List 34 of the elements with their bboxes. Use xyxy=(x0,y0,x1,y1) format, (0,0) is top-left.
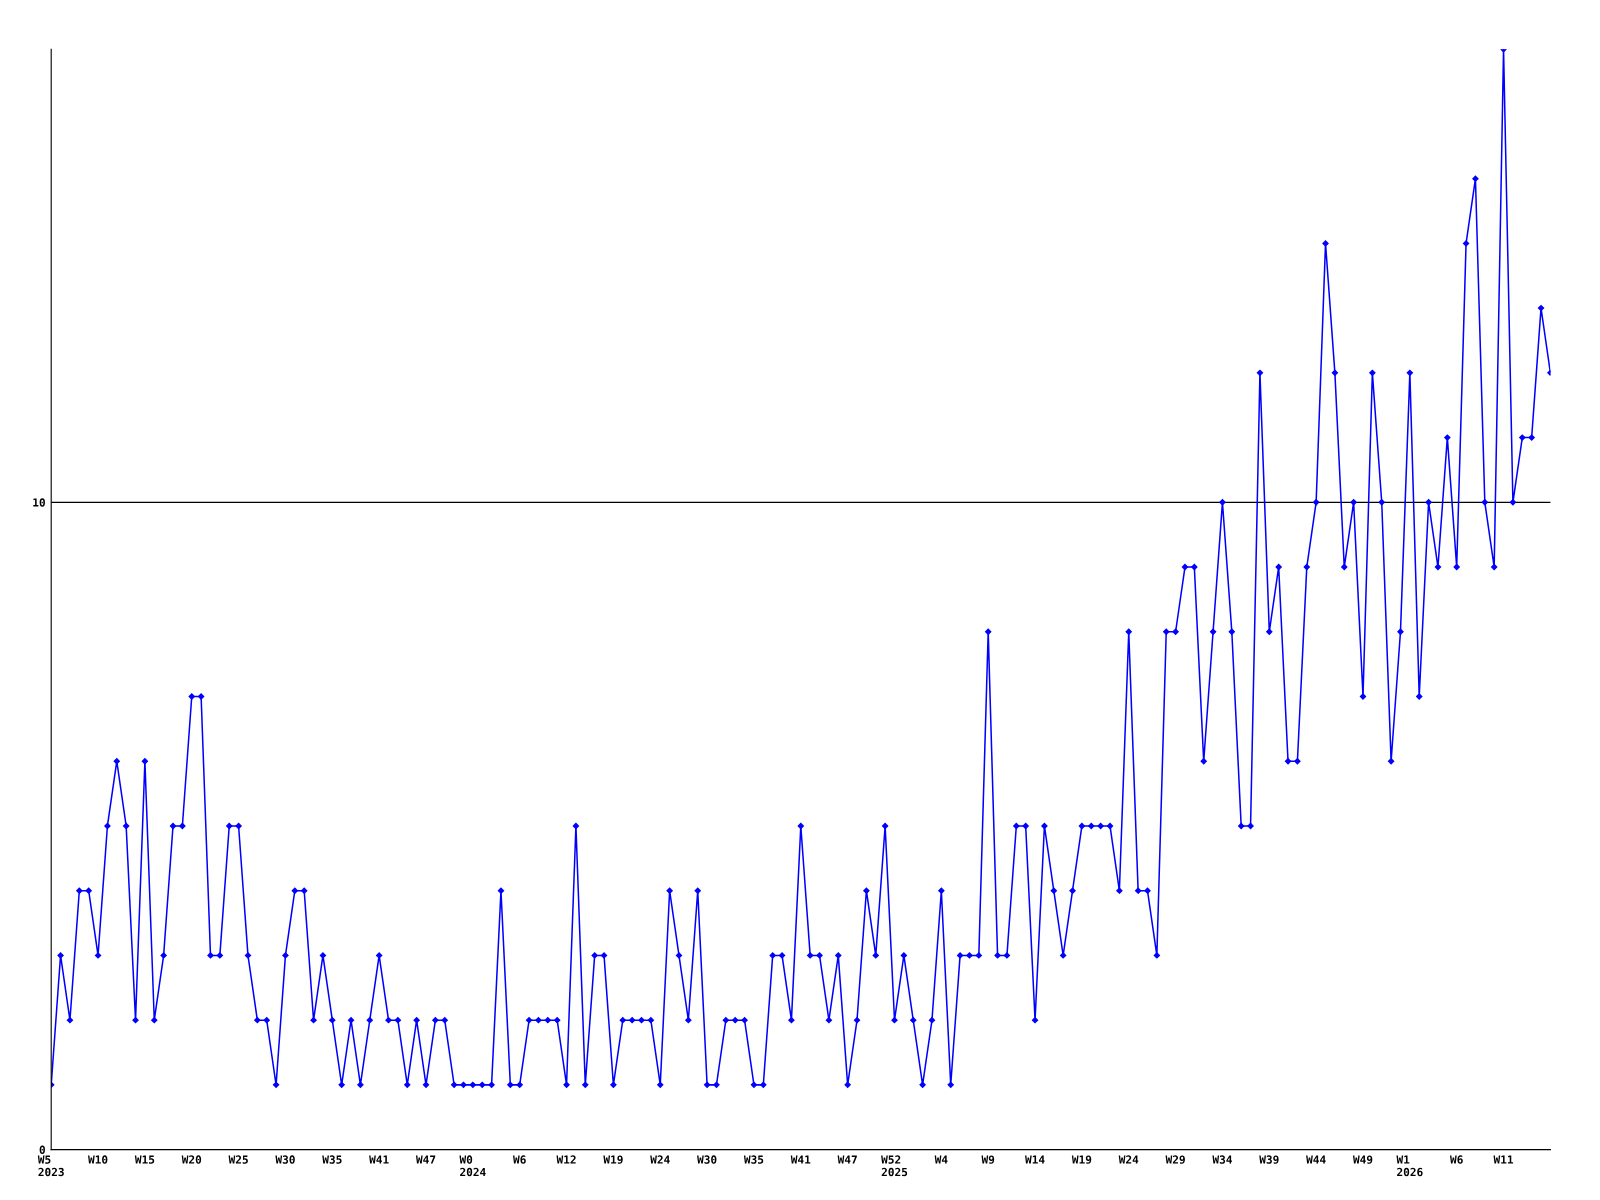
x-tick-label: W47 xyxy=(415,1155,436,1164)
x-tick-label: W49 xyxy=(1352,1155,1373,1164)
x-tick-label: W35 xyxy=(322,1155,342,1164)
x-tick-label: W52 2025 xyxy=(881,1155,908,1177)
x-tick-label: W30 xyxy=(275,1155,295,1164)
x-tick-label: W44 xyxy=(1306,1155,1326,1164)
x-tick-label: W4 xyxy=(934,1155,948,1164)
x-tick-label: W35 xyxy=(743,1155,764,1164)
x-tick-label: W29 xyxy=(1165,1155,1185,1164)
x-tick-label: W15 xyxy=(134,1155,155,1164)
x-tick-label: W1 2026 xyxy=(1396,1155,1423,1177)
x-tick-label: W24 xyxy=(1118,1155,1139,1164)
x-tick-label: W24 xyxy=(650,1155,670,1164)
x-tick-label: W6 xyxy=(1450,1155,1463,1164)
x-tick-label: W30 xyxy=(697,1155,717,1164)
x-tick-label: W5 2023 xyxy=(37,1155,64,1177)
x-tick-label: W20 xyxy=(181,1155,202,1164)
y-tick-label: 10 xyxy=(33,498,45,507)
x-tick-label: W11 xyxy=(1493,1155,1514,1164)
x-tick-label: W14 xyxy=(1025,1155,1045,1164)
x-tick-label: W9 xyxy=(981,1155,995,1164)
x-tick-label: W25 xyxy=(228,1155,248,1164)
x-tick-label: W6 xyxy=(513,1155,526,1164)
x-tick-label: W19 xyxy=(603,1155,623,1164)
x-tick-label: W41 xyxy=(369,1155,389,1164)
x-tick-label: W0 2024 xyxy=(459,1155,486,1177)
x-tick-label: W34 xyxy=(1212,1155,1232,1164)
x-tick-label: W12 xyxy=(556,1155,576,1164)
y-tick-label: 0 xyxy=(39,1145,45,1154)
x-tick-label: W39 xyxy=(1259,1155,1279,1164)
x-tick-label: W19 xyxy=(1071,1155,1092,1164)
x-tick-label: W47 xyxy=(837,1155,857,1164)
x-tick-label: W10 xyxy=(88,1155,108,1164)
x-tick-label: W41 xyxy=(790,1155,811,1164)
